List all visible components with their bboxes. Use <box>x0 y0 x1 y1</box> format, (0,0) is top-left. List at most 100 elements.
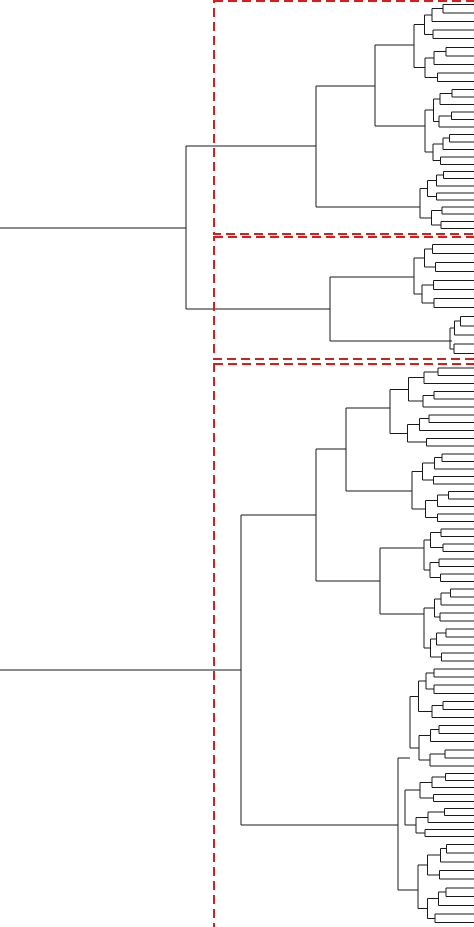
internal-node-100 <box>434 913 452 924</box>
internal-node-98 <box>445 887 454 897</box>
internal-node-1 <box>431 8 444 22</box>
internal-node-75 <box>425 672 435 690</box>
internal-node-30 <box>433 280 450 290</box>
cluster-boxes <box>213 0 474 927</box>
internal-node-26 <box>419 187 432 219</box>
internal-node-77 <box>431 704 443 718</box>
internal-node-86 <box>431 776 447 788</box>
internal-node-16 <box>440 156 452 165</box>
leaf-branches <box>389 3 474 924</box>
internal-node-89 <box>444 808 456 816</box>
internal-node-61 <box>439 573 450 582</box>
internal-node-92 <box>415 816 429 834</box>
internal-node-65 <box>440 592 451 606</box>
internal-node-29 <box>424 248 436 268</box>
internal-node-95 <box>439 848 449 863</box>
internal-node-10 <box>439 93 452 106</box>
internal-node-38 <box>437 367 449 377</box>
node-cluster-3-a <box>345 407 412 492</box>
internal-node-96 <box>438 870 452 880</box>
internal-node-57 <box>440 528 455 537</box>
internal-node-0 <box>442 3 456 14</box>
internal-node-70 <box>441 652 454 662</box>
internal-node-4 <box>445 46 455 57</box>
internal-node-39 <box>423 371 438 384</box>
internal-node-31 <box>433 298 447 308</box>
internal-node-8 <box>413 24 425 69</box>
internal-node-43 <box>428 414 445 424</box>
internal-node-47 <box>389 388 409 434</box>
node-upper-group <box>185 145 330 310</box>
internal-node-48 <box>441 453 456 462</box>
node-cluster-3-b <box>379 547 424 615</box>
internal-node-90 <box>427 811 445 823</box>
internal-node-44 <box>419 418 433 431</box>
cluster-box-1 <box>213 0 474 235</box>
internal-node-87 <box>433 794 450 802</box>
node-cluster-1-top <box>374 44 425 127</box>
internal-node-58 <box>442 543 454 552</box>
internal-node-91 <box>424 829 445 837</box>
node-cluster-3-upper <box>315 448 380 582</box>
internal-node-68 <box>445 628 459 638</box>
internal-node-5 <box>433 51 446 65</box>
internal-node-33 <box>413 257 425 295</box>
internal-node-11 <box>451 111 460 120</box>
internal-node-56 <box>411 471 426 510</box>
node-cluster-3 <box>240 514 398 826</box>
internal-node-19 <box>442 171 457 180</box>
internal-node-27 <box>432 244 448 254</box>
internal-node-55 <box>425 500 438 518</box>
internal-node-36 <box>453 343 463 354</box>
internal-node-51 <box>421 462 435 481</box>
internal-node-18 <box>424 109 434 153</box>
internal-node-80 <box>430 729 446 743</box>
root-structure <box>0 44 452 891</box>
internal-node-32 <box>421 284 435 304</box>
internal-node-76 <box>442 700 456 710</box>
internal-node-12 <box>438 115 452 128</box>
internal-node-17 <box>432 143 444 161</box>
internal-node-49 <box>433 457 448 470</box>
internal-node-24 <box>440 220 450 229</box>
internal-node-78 <box>418 680 433 712</box>
internal-node-93 <box>404 789 421 826</box>
internal-node-46 <box>407 424 427 443</box>
internal-node-28 <box>435 262 453 272</box>
internal-node-85 <box>444 773 458 781</box>
internal-node-66 <box>439 612 451 622</box>
internal-node-82 <box>429 753 445 767</box>
internal-node-102 <box>417 864 428 909</box>
internal-node-15 <box>442 137 455 150</box>
internal-node-50 <box>432 475 444 485</box>
internal-node-37 <box>449 327 455 350</box>
internal-node-83 <box>418 735 431 761</box>
internal-node-34 <box>460 316 466 327</box>
internal-node-60 <box>438 558 450 567</box>
internal-node-63 <box>423 539 431 571</box>
internal-node-23 <box>441 206 455 215</box>
node-cluster-1 <box>315 85 420 208</box>
internal-node-6 <box>437 72 451 83</box>
internal-node-54 <box>437 513 447 522</box>
internal-node-40 <box>433 390 450 400</box>
internal-node-64 <box>450 588 458 598</box>
internal-node-7 <box>424 57 438 78</box>
internal-node-71 <box>429 638 442 658</box>
node-cluster-3-lower <box>397 757 418 891</box>
internal-node-97 <box>427 854 441 876</box>
internal-node-14 <box>448 134 458 143</box>
internal-node-84 <box>409 695 420 749</box>
internal-node-74 <box>433 684 448 694</box>
internal-node-21 <box>435 192 449 201</box>
internal-node-79 <box>438 725 452 735</box>
internal-node-2 <box>432 29 448 40</box>
internal-node-73 <box>433 668 446 678</box>
internal-node-45 <box>426 437 448 447</box>
internal-node-9 <box>451 89 459 98</box>
internal-node-20 <box>435 174 450 187</box>
node-cluster-2 <box>329 276 452 342</box>
internal-node-94 <box>446 843 459 854</box>
internal-node-101 <box>426 898 439 919</box>
cluster-box-3 <box>213 363 474 927</box>
